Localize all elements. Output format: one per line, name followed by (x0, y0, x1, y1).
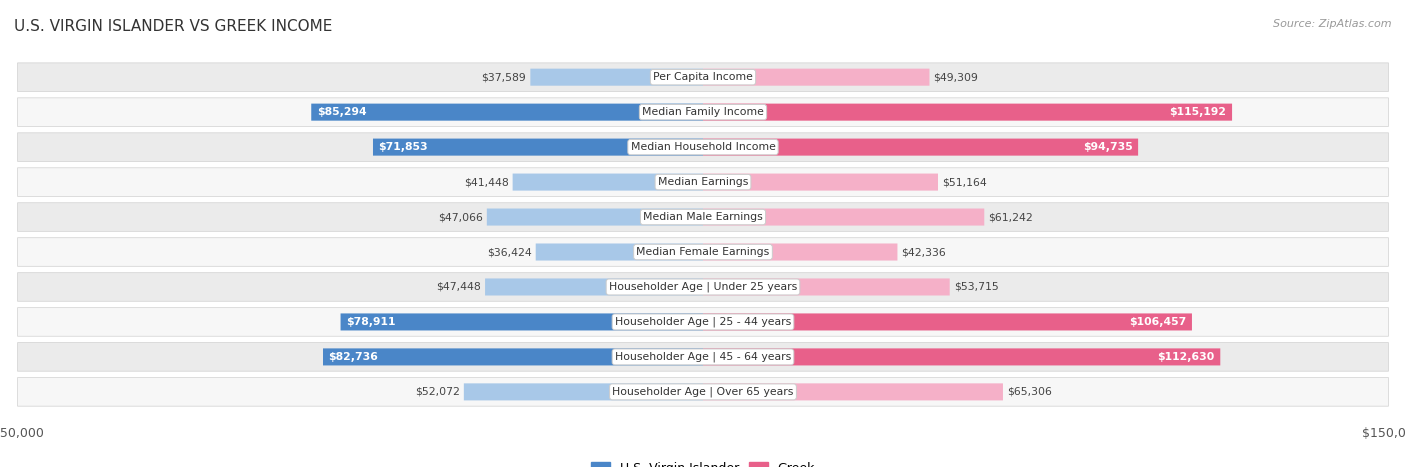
FancyBboxPatch shape (17, 273, 1389, 301)
FancyBboxPatch shape (703, 69, 929, 85)
FancyBboxPatch shape (486, 209, 703, 226)
FancyBboxPatch shape (703, 383, 1002, 400)
FancyBboxPatch shape (703, 209, 984, 226)
Text: Median Earnings: Median Earnings (658, 177, 748, 187)
FancyBboxPatch shape (323, 348, 703, 366)
Text: $106,457: $106,457 (1129, 317, 1187, 327)
Text: $42,336: $42,336 (901, 247, 946, 257)
Text: $36,424: $36,424 (486, 247, 531, 257)
Text: $112,630: $112,630 (1157, 352, 1215, 362)
FancyBboxPatch shape (703, 104, 1232, 120)
FancyBboxPatch shape (17, 133, 1389, 162)
FancyBboxPatch shape (703, 139, 1137, 156)
FancyBboxPatch shape (373, 139, 703, 156)
FancyBboxPatch shape (17, 203, 1389, 231)
Text: $47,066: $47,066 (437, 212, 482, 222)
FancyBboxPatch shape (513, 174, 703, 191)
FancyBboxPatch shape (17, 98, 1389, 127)
Text: Per Capita Income: Per Capita Income (652, 72, 754, 82)
FancyBboxPatch shape (530, 69, 703, 85)
Text: $78,911: $78,911 (346, 317, 395, 327)
Text: Householder Age | 45 - 64 years: Householder Age | 45 - 64 years (614, 352, 792, 362)
FancyBboxPatch shape (703, 278, 949, 296)
FancyBboxPatch shape (485, 278, 703, 296)
FancyBboxPatch shape (17, 308, 1389, 336)
FancyBboxPatch shape (340, 313, 703, 331)
Text: Median Family Income: Median Family Income (643, 107, 763, 117)
Text: $94,735: $94,735 (1083, 142, 1133, 152)
Text: $71,853: $71,853 (378, 142, 427, 152)
FancyBboxPatch shape (703, 313, 1192, 331)
Text: $85,294: $85,294 (316, 107, 367, 117)
FancyBboxPatch shape (17, 168, 1389, 196)
FancyBboxPatch shape (17, 343, 1389, 371)
Text: Householder Age | 25 - 44 years: Householder Age | 25 - 44 years (614, 317, 792, 327)
Text: Median Male Earnings: Median Male Earnings (643, 212, 763, 222)
FancyBboxPatch shape (703, 348, 1220, 366)
FancyBboxPatch shape (464, 383, 703, 400)
Text: $65,306: $65,306 (1007, 387, 1052, 397)
Text: $47,448: $47,448 (436, 282, 481, 292)
FancyBboxPatch shape (703, 243, 897, 261)
FancyBboxPatch shape (17, 238, 1389, 266)
Text: $61,242: $61,242 (988, 212, 1033, 222)
Text: $53,715: $53,715 (953, 282, 998, 292)
Text: Source: ZipAtlas.com: Source: ZipAtlas.com (1274, 19, 1392, 28)
Text: Householder Age | Under 25 years: Householder Age | Under 25 years (609, 282, 797, 292)
Text: $37,589: $37,589 (481, 72, 526, 82)
Text: $41,448: $41,448 (464, 177, 509, 187)
Text: Median Female Earnings: Median Female Earnings (637, 247, 769, 257)
FancyBboxPatch shape (703, 174, 938, 191)
Text: U.S. VIRGIN ISLANDER VS GREEK INCOME: U.S. VIRGIN ISLANDER VS GREEK INCOME (14, 19, 332, 34)
Text: Householder Age | Over 65 years: Householder Age | Over 65 years (612, 387, 794, 397)
FancyBboxPatch shape (17, 63, 1389, 92)
Text: $49,309: $49,309 (934, 72, 979, 82)
FancyBboxPatch shape (17, 378, 1389, 406)
Text: Median Household Income: Median Household Income (630, 142, 776, 152)
Legend: U.S. Virgin Islander, Greek: U.S. Virgin Islander, Greek (586, 457, 820, 467)
Text: $115,192: $115,192 (1170, 107, 1226, 117)
FancyBboxPatch shape (311, 104, 703, 120)
Text: $52,072: $52,072 (415, 387, 460, 397)
Text: $82,736: $82,736 (329, 352, 378, 362)
FancyBboxPatch shape (536, 243, 703, 261)
Text: $51,164: $51,164 (942, 177, 987, 187)
